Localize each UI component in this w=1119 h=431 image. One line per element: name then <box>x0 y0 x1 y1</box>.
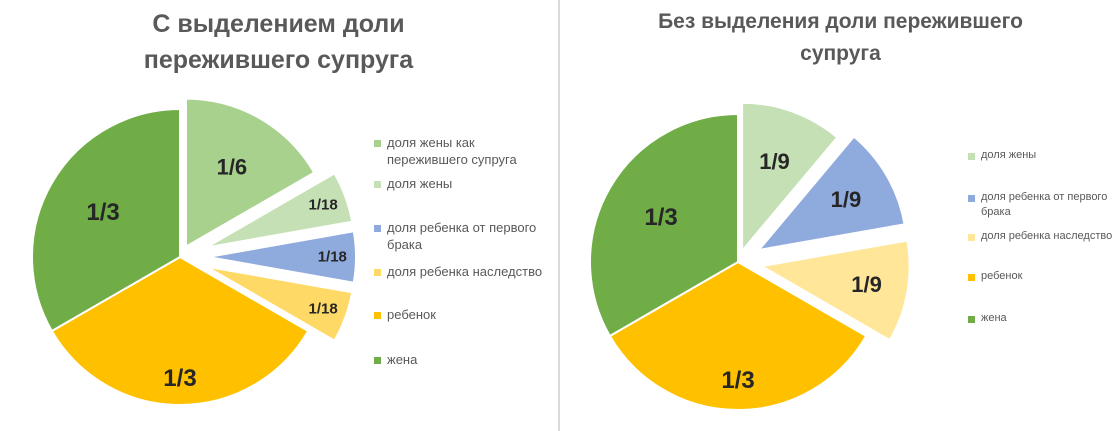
slice-label-0-2: 1/18 <box>318 249 347 266</box>
pie-slice-0-5 <box>31 107 181 333</box>
legend-swatch-0-3 <box>374 269 381 276</box>
legend-label-line-1-4-0: жена <box>981 312 1007 324</box>
legend-label-line-0-4-0: ребенок <box>387 307 436 322</box>
legend-swatch-0-1 <box>374 181 381 188</box>
legend-label-1-1: доля ребенка от первого брака <box>981 190 1107 220</box>
slice-label-0-0: 1/6 <box>217 155 248 180</box>
chart-title-left: С выделением доли пережившего супруга <box>0 6 557 78</box>
legend-label-1-3: ребенок <box>981 269 1022 284</box>
slice-label-0-3: 1/18 <box>309 301 338 318</box>
legend-label-line-0-2-1: брака <box>387 237 423 252</box>
legend-label-line-0-5-0: жена <box>387 352 418 367</box>
legend-label-0-4: ребенок <box>387 306 436 323</box>
legend-swatch-1-3 <box>968 274 975 281</box>
legend-label-line-1-2-0: доля ребенка наследство <box>981 230 1113 242</box>
slice-label-1-0: 1/9 <box>759 149 790 174</box>
slice-label-1-3: 1/3 <box>721 367 754 394</box>
pie-slice-1-1 <box>756 135 906 252</box>
legend-swatch-0-4 <box>374 312 381 319</box>
pie-chart-left: 1/6 1/18 1/18 1/18 1/3 1/3 <box>31 97 357 406</box>
legend-label-1-0: доля жены <box>981 148 1036 163</box>
legend-swatch-0-5 <box>374 357 381 364</box>
pie-slice-0-2 <box>207 230 357 284</box>
legend-swatch-0-2 <box>374 225 381 232</box>
panel-divider <box>558 0 560 431</box>
legend-label-line-1-1-0: доля ребенка от первого <box>981 191 1108 203</box>
slice-label-1-2: 1/9 <box>851 272 882 297</box>
slice-label-0-5: 1/3 <box>86 199 119 226</box>
pie-slice-0-0 <box>185 97 316 249</box>
slice-label-0-4: 1/3 <box>163 365 196 392</box>
legend-label-0-0: доля жены как пережившего супруга <box>387 134 517 168</box>
chart-title-left-line-2: пережившего супруга <box>143 46 414 74</box>
slice-label-0-1: 1/18 <box>309 196 338 213</box>
legend-label-line-1-0-0: доля жены <box>981 149 1037 161</box>
slice-label-1-1: 1/9 <box>831 187 862 212</box>
pie-slice-0-1 <box>205 172 354 249</box>
legend-label-line-0-1-0: доля жены <box>387 176 453 191</box>
pie-slice-1-2 <box>758 239 911 342</box>
chart-panel-right: Без выделения доли пережившего супруга 1… <box>562 0 1119 431</box>
pie-slice-1-4 <box>589 112 739 338</box>
legend-swatch-1-2 <box>968 234 975 241</box>
legend-label-line-0-0-0: доля жены как <box>387 135 475 150</box>
legend-swatch-1-4 <box>968 316 975 323</box>
legend-label-0-5: жена <box>387 351 417 368</box>
legend-swatch-1-1 <box>968 195 975 202</box>
legend-label-0-1: доля жены <box>387 175 452 192</box>
chart-title-right-line-2: супруга <box>800 42 881 65</box>
legend-label-1-2: доля ребенка наследство <box>981 229 1112 244</box>
slice-label-1-4: 1/3 <box>644 204 677 231</box>
pie-slice-0-4 <box>50 255 310 406</box>
legend-swatch-1-0 <box>968 153 975 160</box>
legend-label-line-0-0-1: пережившего супруга <box>387 152 517 167</box>
legend-label-1-4: жена <box>981 311 1007 326</box>
legend-label-0-3: доля ребенка наследство <box>387 263 542 280</box>
chart-panel-left: С выделением доли пережившего супруга 1/… <box>0 0 557 431</box>
pie-slice-0-3 <box>205 265 354 342</box>
pie-slice-1-3 <box>608 260 868 411</box>
pie-slice-1-0 <box>741 101 839 254</box>
legend-label-line-1-3-0: ребенок <box>981 270 1023 282</box>
chart-title-right-line-1: Без выделения доли пережившего <box>658 10 1023 33</box>
chart-title-left-line-1: С выделением доли <box>152 10 405 38</box>
pie-chart-right: 1/9 1/9 1/9 1/3 1/3 <box>589 101 911 411</box>
legend-label-0-2: доля ребенка от первого брака <box>387 219 536 253</box>
chart-title-right: Без выделения доли пережившего супруга <box>562 6 1119 70</box>
legend-label-line-0-3-0: доля ребенка наследство <box>387 264 543 279</box>
legend-label-line-0-2-0: доля ребенка от первого <box>387 220 537 235</box>
legend-label-line-1-1-1: брака <box>981 206 1011 218</box>
legend-swatch-0-0 <box>374 140 381 147</box>
